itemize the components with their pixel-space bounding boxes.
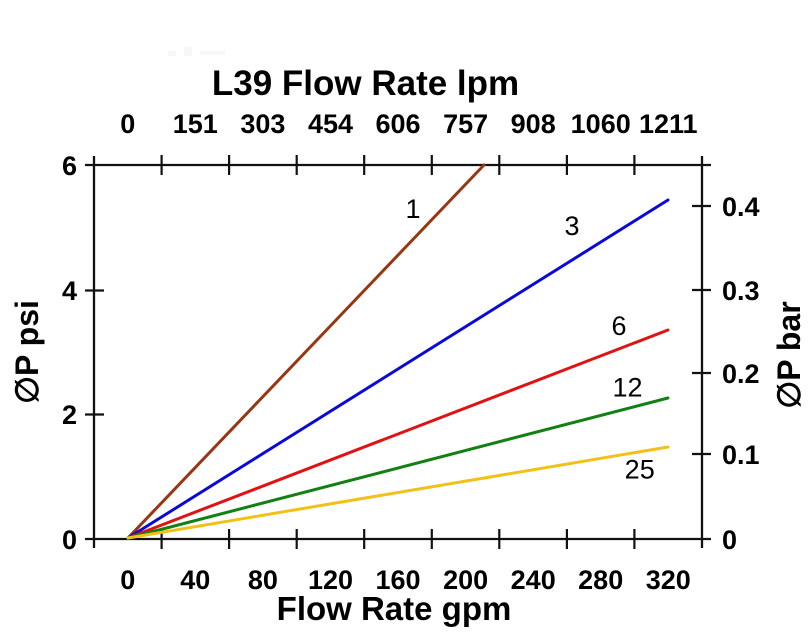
svg-text:908: 908	[511, 109, 556, 139]
svg-text:200: 200	[443, 565, 488, 595]
svg-text:320: 320	[646, 565, 691, 595]
svg-text:280: 280	[578, 565, 623, 595]
svg-text:12: 12	[612, 373, 642, 403]
svg-text:6: 6	[62, 151, 77, 181]
svg-text:0: 0	[62, 525, 77, 555]
svg-text:454: 454	[308, 109, 353, 139]
svg-text:606: 606	[375, 109, 420, 139]
svg-text:25: 25	[625, 455, 655, 485]
svg-text:1060: 1060	[571, 109, 631, 139]
svg-text:∅P psi: ∅P psi	[9, 300, 45, 404]
svg-text:0: 0	[120, 565, 135, 595]
svg-text:240: 240	[511, 565, 556, 595]
svg-text:120: 120	[308, 565, 353, 595]
svg-text:6: 6	[611, 311, 626, 341]
svg-text:303: 303	[240, 109, 285, 139]
svg-text:L39 Flow Rate lpm: L39 Flow Rate lpm	[212, 64, 519, 103]
svg-text:0.4: 0.4	[722, 192, 760, 222]
svg-text:160: 160	[375, 565, 420, 595]
svg-text:0.1: 0.1	[722, 440, 760, 470]
svg-text:3: 3	[564, 211, 579, 241]
svg-text:0: 0	[120, 109, 135, 139]
svg-text:0.3: 0.3	[722, 276, 760, 306]
svg-text:757: 757	[443, 109, 488, 139]
svg-text:1211: 1211	[639, 109, 698, 139]
svg-text:4: 4	[62, 276, 77, 306]
svg-text:2: 2	[62, 400, 77, 430]
svg-text:∅P bar: ∅P bar	[771, 301, 807, 408]
svg-text:0: 0	[722, 525, 737, 555]
svg-text:40: 40	[180, 565, 210, 595]
svg-text:1: 1	[405, 194, 420, 224]
svg-text:Flow Rate gpm: Flow Rate gpm	[277, 590, 512, 627]
svg-text:80: 80	[248, 565, 278, 595]
svg-text:0.2: 0.2	[722, 359, 760, 389]
svg-text:151: 151	[173, 109, 218, 139]
